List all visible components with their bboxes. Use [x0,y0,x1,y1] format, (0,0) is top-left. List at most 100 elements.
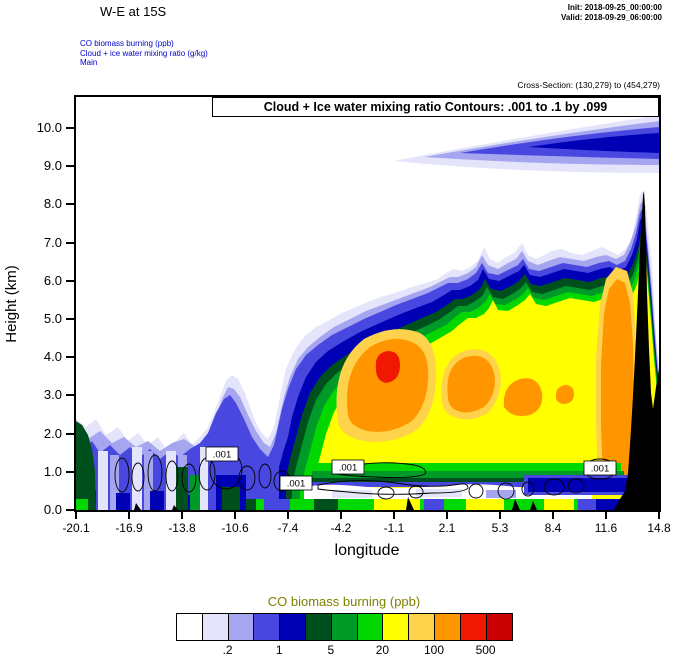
contour-value-label: .001 [583,460,617,476]
cloud-contour-line [317,479,469,495]
cloud-contour-line [337,462,426,479]
x-tick-mark [605,512,607,519]
colorbar-cell [357,614,384,640]
cloud-contour-line [567,478,585,494]
cross-section-plot: .001 .001 .001 .001 Cloud + Ice water mixin… [74,95,661,512]
y-tick-mark [66,509,74,511]
x-tick-label: 8.4 [544,521,562,535]
colorbar-cell [280,614,306,640]
y-tick-label: 7.0 [43,234,62,250]
x-tick-label: -20.1 [62,521,90,535]
westedge-corner-brightgreen [76,499,88,510]
cloud-contour-line [147,454,163,492]
y-tick-label: 1.0 [43,463,62,479]
x-tick-label: -13.8 [168,521,196,535]
y-tick-label: 0.0 [43,502,62,517]
x-tick-label: 14.8 [647,521,671,535]
field-line: CO biomass burning (ppb) [80,39,174,48]
terrain-speck5 [172,505,178,510]
colorbar-tick-label: 1 [275,643,283,657]
westedge-col-darkgreen [76,421,96,510]
colorbar [176,613,514,641]
field-line: Main [80,58,98,67]
cloud-contour-line [497,482,515,500]
svg-text:.001: .001 [287,479,306,490]
leftband-blob-darkblue2 [116,493,130,510]
y-tick-mark [66,470,74,473]
y-tick-mark [66,165,74,168]
co-core-red-west [375,351,400,383]
colorbar-cell [434,614,461,640]
cloud-contour-line [114,457,130,493]
page-title: W-E at 15S [100,4,167,19]
gap-patch-periwinkle [486,490,516,498]
init-time: Init: 2018-09-25_00:00:00 [567,3,662,12]
colorbar-title: CO biomass burning (ppb) [267,594,421,609]
y-tick-mark [66,356,74,359]
x-tick-mark [75,512,77,519]
surface-strip-blue1 [264,499,290,510]
terrain-speck2 [512,499,520,510]
colorbar-cell [177,614,203,640]
y-axis-label: Height (km) [3,265,20,343]
x-tick-label: -1.1 [383,521,405,535]
model-times: Init: 2018-09-25_00:00:00 Valid: 2018-09… [561,3,662,23]
x-tick-mark [658,512,660,519]
gap-patch-lavender1 [332,490,372,498]
cloud-contour-line [521,481,535,497]
co-core-orange-west [346,338,429,432]
cloud-contour-line [258,463,272,489]
colorbar-cell [383,614,410,640]
co-core-orange-small [555,385,574,404]
y-tick-label: 8.0 [43,196,62,212]
leftband-blob-darkblue3 [150,491,164,510]
cloud-contour-line [238,465,256,491]
colorbar-tick-label: .2 [222,643,233,657]
y-tick-mark [66,203,74,206]
leftband-col-green1 [190,475,200,510]
y-tick-mark [66,318,74,320]
colorbar-cell [305,614,332,640]
x-tick-mark [552,512,554,519]
co-core-orange-east [601,279,634,485]
y-tick-mark [66,241,74,244]
y-tick-label: 4.0 [43,349,62,365]
x-tick-mark [234,512,236,519]
svg-text:.001: .001 [339,463,358,474]
terrain-speck4 [134,503,141,510]
contour-field-canvas: .001 .001 .001 .001 [76,115,659,510]
y-tick-label: 3.0 [43,387,62,403]
x-tick-label: 11.6 [594,521,618,535]
valid-time: Valid: 2018-09-29_06:00:00 [561,13,662,22]
leftband-col-darkgreen1 [176,467,188,510]
contour-value-label: .001 [205,446,239,462]
y-tick-label: 2.0 [43,425,62,441]
colorbar-cell [202,614,229,640]
colorbar-cell [460,614,487,640]
cloud-contour-line [165,460,179,492]
colorbar-cell [486,614,513,640]
y-tick-label: 9.0 [43,158,62,174]
surface-strip-darkgreen2 [314,499,338,510]
terrain-speck3 [530,501,537,510]
field-list: CO biomass burning (ppb) Cloud + ice wate… [80,39,208,68]
colorbar-cell [331,614,358,640]
y-tick-label: 6.0 [43,272,62,288]
x-tick-mark [340,512,342,519]
svg-text:.001: .001 [213,450,232,461]
x-tick-mark [446,512,448,519]
cloud-contour-line [377,486,395,500]
leftband-blob-darkgreen2 [222,487,240,510]
y-tick-mark [66,127,74,129]
cloud-contour-line [408,485,424,499]
x-tick-mark [181,512,183,519]
field-line: Cloud + ice water mixing ratio (g/kg) [80,48,208,58]
x-tick-mark [393,512,395,519]
x-tick-label: -4.2 [330,521,352,535]
colorbar-cell [409,614,435,640]
cloud-contour-line [181,463,197,493]
lowlevel-band-darkblue-east [528,478,637,492]
co-core-orange-center2 [503,378,543,416]
leftband-stripe-lavender4 [200,447,208,510]
